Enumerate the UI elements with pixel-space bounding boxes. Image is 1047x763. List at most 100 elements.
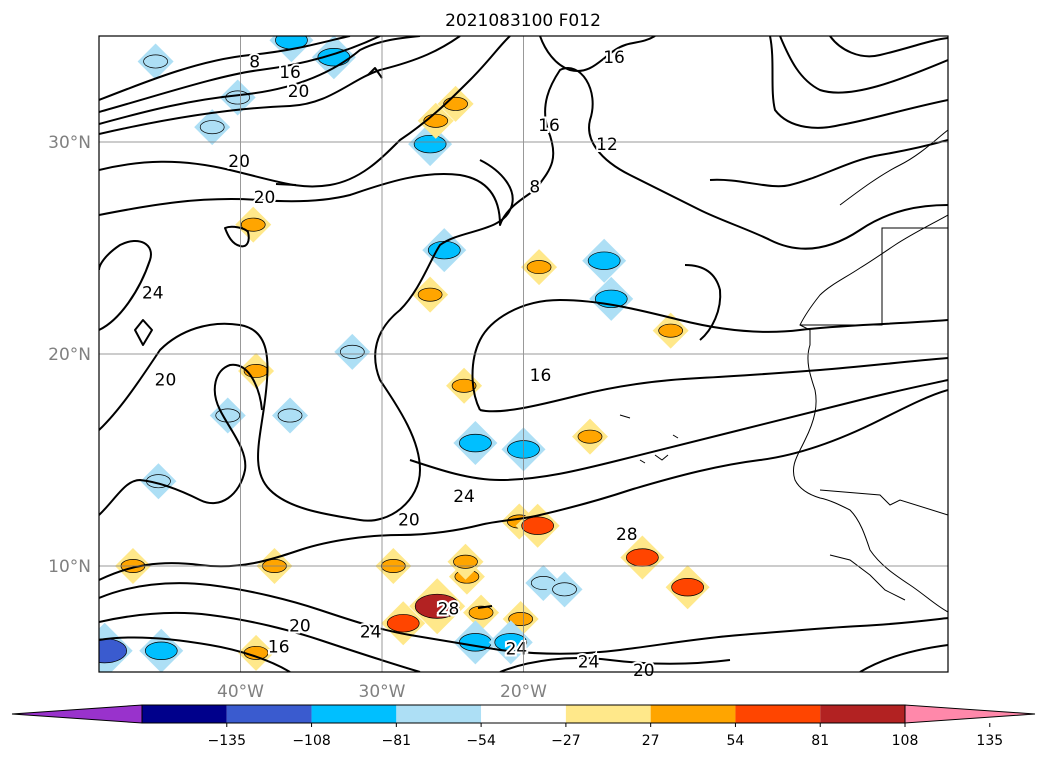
coastline — [792, 214, 948, 613]
contour-label: 20 — [289, 616, 311, 636]
lat-tick-label: 20°N — [48, 345, 91, 365]
colorbar-bin — [565, 705, 651, 723]
colorbar-tick-label: −27 — [551, 733, 581, 749]
shaded-region — [225, 90, 251, 105]
colorbar-tick-label: 27 — [642, 733, 660, 749]
colorbar-tick-label: −81 — [382, 733, 412, 749]
latitude-axis-labels: 30°N 20°N 10°N — [48, 133, 91, 577]
contour-label: 8 — [529, 178, 540, 198]
contour-line — [99, 582, 948, 655]
shaded-region-halo — [48, 234, 84, 270]
shaded-region — [521, 516, 555, 535]
lat-tick-label: 10°N — [48, 557, 91, 577]
shaded-region — [54, 246, 78, 259]
contour-line — [99, 611, 421, 672]
colorbar-bin — [650, 705, 736, 723]
shaded-region — [413, 134, 447, 154]
shaded-region — [386, 614, 420, 633]
colorbar-tick-label: 135 — [976, 733, 1003, 749]
shaded-region — [459, 433, 492, 453]
colorbar-tick-label: −108 — [292, 733, 330, 749]
colorbar-bin — [481, 705, 566, 723]
contour-label: 24 — [506, 640, 528, 660]
contour-label: 20 — [633, 661, 655, 681]
lon-tick-label: 40°W — [217, 682, 264, 702]
contour-label: 16 — [268, 638, 290, 658]
colorbar-extend-low — [11, 704, 143, 724]
contour-line — [224, 225, 250, 248]
shaded-region — [277, 408, 303, 423]
contour-label: 20 — [228, 152, 250, 172]
contour-line — [99, 36, 421, 125]
contour-line — [99, 36, 511, 188]
contour-label: 20 — [398, 510, 420, 530]
contour-line — [134, 319, 153, 346]
contour-label: 24 — [142, 284, 164, 304]
colorbar-bin — [226, 705, 312, 723]
shaded-region — [626, 548, 659, 567]
shaded-region — [144, 641, 178, 660]
colorbar-extend-high — [904, 704, 1036, 724]
contour-label: 28 — [616, 525, 638, 545]
contour-label: 16 — [279, 63, 301, 83]
contour-label: 24 — [360, 623, 382, 643]
contour-line — [99, 36, 351, 101]
contour-label: 20 — [254, 188, 276, 208]
contour-label: 28 — [438, 599, 460, 619]
shaded-region — [453, 554, 478, 569]
contour-label: 16 — [603, 48, 625, 68]
contour-line — [99, 389, 948, 581]
colorbar-tick-label: −54 — [466, 733, 496, 749]
coastline-layer — [619, 129, 948, 613]
shaded-region — [99, 638, 128, 664]
colorbar-frame — [141, 704, 906, 724]
lat-tick-label: 30°N — [48, 133, 91, 153]
contour-line — [99, 36, 461, 135]
contour-line — [499, 657, 731, 672]
shaded-region — [468, 605, 494, 620]
contour-line — [829, 36, 948, 58]
contour-line — [471, 299, 948, 411]
contour-line — [99, 67, 948, 250]
shaded-region — [451, 378, 477, 393]
colorbar-bin — [311, 705, 397, 723]
contour-line — [709, 139, 948, 188]
shaded-region — [587, 251, 621, 270]
contour-line — [409, 379, 948, 481]
contour-label: 24 — [578, 652, 600, 672]
shaded-region — [508, 612, 534, 626]
colorbar-tick-label: 54 — [727, 733, 745, 749]
colorbar-bin — [142, 705, 227, 723]
colorbar-tick-label: 108 — [892, 733, 919, 749]
shaded-region — [143, 54, 168, 69]
shaded-region — [577, 429, 603, 444]
contour-line — [367, 67, 383, 79]
contour-line — [539, 36, 656, 72]
contour-label: 20 — [155, 370, 177, 390]
contour-line — [684, 264, 722, 341]
contour-line — [99, 36, 381, 113]
contour-line — [859, 644, 948, 672]
contour-label: 16 — [530, 366, 552, 386]
coastline — [619, 414, 679, 464]
shaded-region — [240, 217, 266, 232]
contour-line — [99, 636, 291, 672]
contour-line — [275, 183, 297, 186]
shaded-region — [526, 260, 552, 275]
coastline — [819, 489, 948, 516]
contour-label: 16 — [538, 116, 560, 136]
shaded-region — [339, 344, 365, 359]
colorbar-tick-label: −135 — [208, 733, 246, 749]
contour-line — [99, 240, 152, 331]
contour-line — [769, 36, 948, 129]
coastline — [839, 129, 948, 206]
shaded-region — [552, 582, 577, 597]
shaded-region — [417, 287, 443, 302]
shaded-region — [658, 323, 684, 338]
contour-line — [779, 36, 948, 94]
contour-line — [99, 159, 514, 522]
contour-label: 12 — [596, 135, 618, 155]
